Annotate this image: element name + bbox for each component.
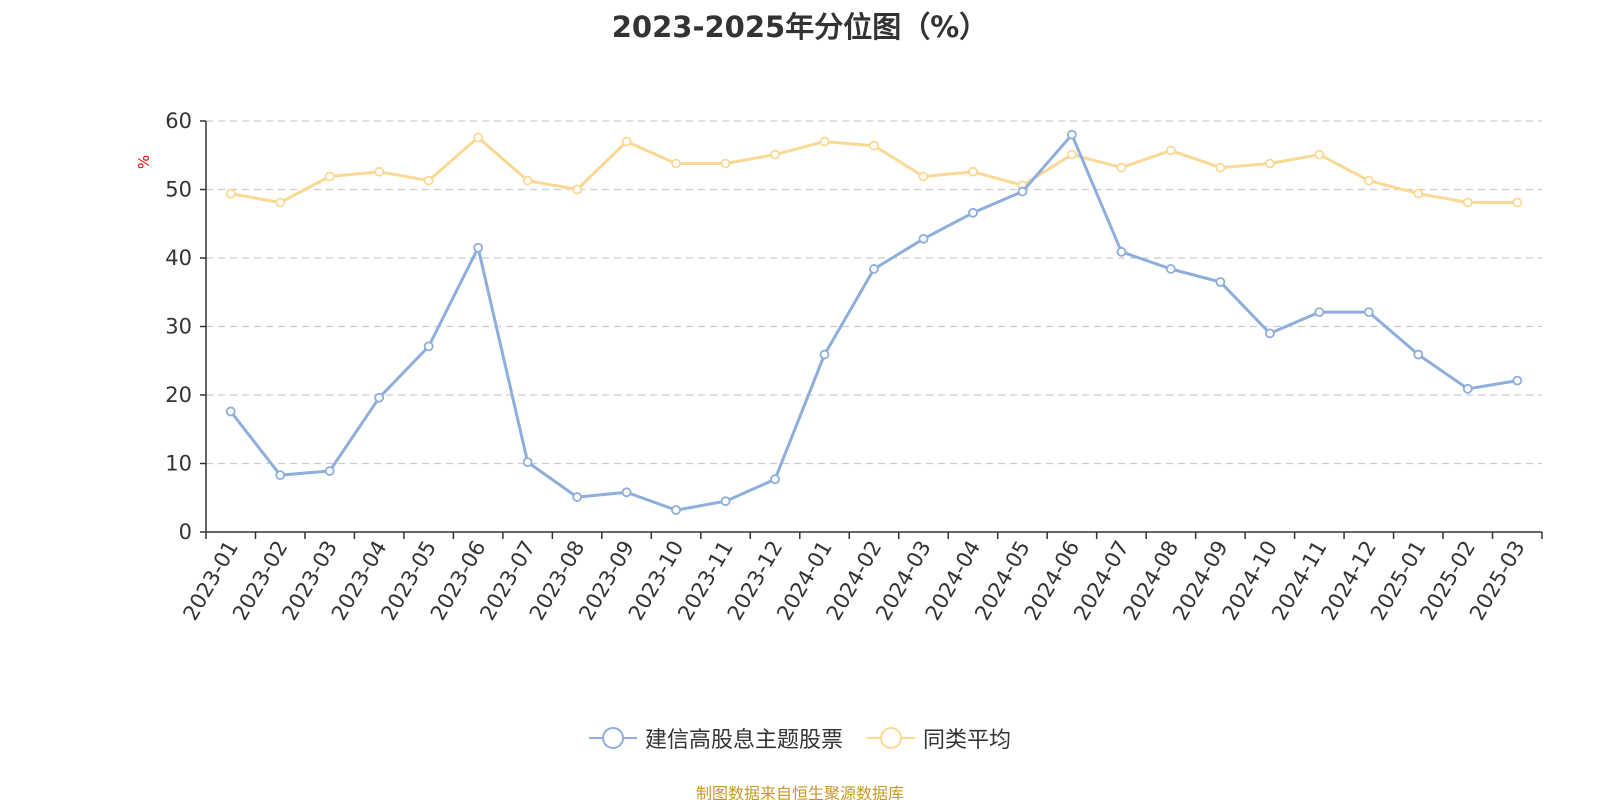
data-point-1-2025-01 [1413,188,1424,199]
data-point-1-2023-03 [324,171,335,182]
data-point-0-2024-02 [869,264,879,274]
legend-marker-peer-average [867,727,915,749]
data-point-1-2023-01 [225,188,236,199]
y-tick-label-50: 50 [165,178,192,202]
y-tick-label-10: 10 [165,452,192,476]
data-point-1-2023-12 [770,149,780,160]
series-lines [225,129,1523,515]
y-tick-label-20: 20 [165,383,192,407]
data-point-1-2023-08 [572,184,583,195]
data-point-1-2023-05 [423,175,434,186]
y-axis-unit: % [135,155,153,169]
y-tick-label-40: 40 [165,246,192,270]
data-point-1-2023-04 [374,166,385,177]
data-point-1-2024-02 [869,140,879,151]
y-tick-label-0: 0 [179,520,192,544]
legend-item-peer-average[interactable]: 同类平均 [867,722,1011,754]
data-point-1-2023-10 [671,158,681,169]
data-point-0-2024-07 [1116,246,1127,257]
data-point-1-2024-12 [1363,175,1374,186]
source-note: 制图数据来自恒生聚源数据库 [695,784,904,800]
data-point-1-2024-11 [1314,149,1325,160]
legend: 建信高股息主题股票 同类平均 [0,722,1600,754]
data-point-1-2024-10 [1264,158,1275,169]
data-point-1-2025-03 [1512,197,1523,208]
chart-title: 2023-2025年分位图（%） [611,10,989,44]
legend-marker-fund [588,727,637,749]
data-point-0-2024-04 [968,207,978,218]
data-point-0-2024-09 [1215,277,1226,287]
data-point-0-2025-03 [1512,375,1523,386]
data-point-0-2023-12 [770,474,780,485]
y-tick-label-30: 30 [165,315,192,339]
data-point-0-2025-02 [1462,383,1473,394]
data-point-1-2024-01 [819,136,830,147]
data-point-0-2024-05 [1017,186,1028,197]
y-tick-label-60: 60 [165,109,192,133]
data-point-0-2023-08 [572,492,583,502]
data-point-0-2023-09 [621,487,632,498]
data-point-0-2023-10 [671,505,681,515]
data-point-1-2023-02 [275,197,286,208]
data-point-1-2024-03 [918,171,929,182]
data-point-1-2024-06 [1067,149,1077,160]
data-point-0-2024-11 [1314,307,1325,318]
data-point-0-2023-01 [225,406,236,417]
data-point-1-2024-04 [968,166,978,177]
data-point-0-2023-07 [522,457,533,468]
data-point-0-2023-11 [720,496,731,507]
data-point-1-2024-08 [1165,145,1176,156]
data-point-0-2024-08 [1165,264,1176,274]
data-point-1-2024-09 [1215,162,1226,173]
legend-label-peer-average: 同类平均 [923,728,1012,753]
data-point-0-2023-02 [275,470,286,481]
data-point-1-2023-06 [473,132,484,143]
data-point-0-2024-03 [918,233,929,244]
grid-lines [206,120,1542,465]
data-point-1-2025-02 [1462,197,1473,208]
data-point-1-2023-09 [621,136,632,147]
data-point-0-2024-06 [1067,129,1077,140]
data-point-0-2023-05 [423,341,434,352]
series-0 [225,129,1523,515]
legend-item-fund[interactable]: 建信高股息主题股票 [588,722,843,754]
data-point-0-2023-04 [374,392,385,403]
data-point-0-2024-12 [1363,307,1374,318]
tick-labels: 0102030405060%2023-012023-022023-032023-… [135,109,1530,624]
data-point-1-2023-07 [522,175,533,186]
data-point-0-2024-10 [1264,328,1275,339]
axes [200,120,1543,539]
data-point-1-2024-07 [1116,162,1127,173]
data-point-0-2023-06 [473,242,484,253]
series-line-0 [229,133,1518,512]
series-1 [225,132,1523,208]
data-point-0-2023-03 [324,466,335,476]
data-point-1-2023-11 [720,158,731,169]
legend-label-fund: 建信高股息主题股票 [644,728,843,753]
data-point-0-2024-01 [819,349,830,360]
data-point-0-2025-01 [1413,349,1424,360]
